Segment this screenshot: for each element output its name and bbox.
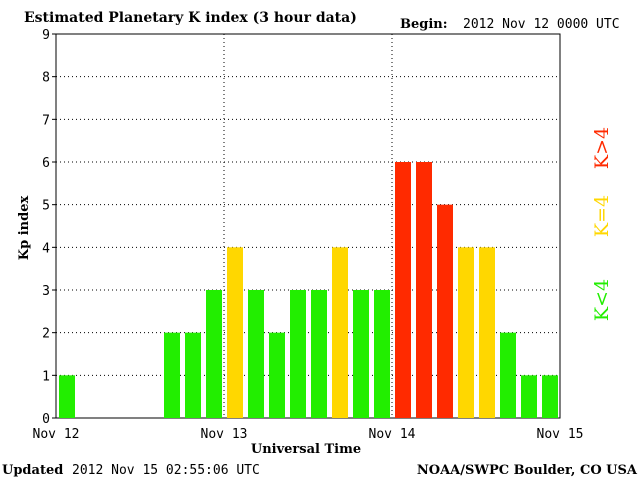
kp-bar (269, 332, 285, 418)
chart-title: Estimated Planetary K index (3 hour data… (24, 10, 357, 26)
kp-bar (437, 204, 453, 418)
kp-bar (374, 290, 390, 418)
x-tick-label: Nov 14 (369, 427, 416, 442)
x-tick-label: Nov 13 (201, 427, 248, 442)
kp-bar (521, 375, 537, 418)
legend-k-above-4: K>4 (591, 127, 613, 169)
x-tick-label: Nov 12 (33, 427, 80, 442)
source-credit: NOAA/SWPC Boulder, CO USA (417, 463, 638, 478)
kp-bar (311, 290, 327, 418)
y-tick-label: 0 (42, 412, 50, 427)
kp-bar (59, 375, 75, 418)
kp-bar (248, 290, 264, 418)
kp-bar (290, 290, 306, 418)
kp-bar (416, 162, 432, 418)
y-tick-label: 4 (42, 241, 50, 256)
kp-bar (500, 332, 516, 418)
y-tick-label: 6 (42, 156, 50, 171)
kp-bar (458, 247, 474, 418)
updated-label: Updated (2, 463, 63, 478)
kp-bar (164, 332, 180, 418)
kp-bar (479, 247, 495, 418)
y-axis-title: Kp index (17, 196, 32, 261)
y-tick-label: 2 (42, 327, 50, 342)
kp-bar (206, 290, 222, 418)
y-tick-label: 5 (42, 199, 50, 214)
kp-bar (227, 247, 243, 418)
plot-area: 0 1 2 3 4 5 6 7 8 9 Nov 12 Nov 13 Nov 14 Nov 15 (33, 28, 584, 442)
plot-frame (55, 33, 561, 419)
legend-k-below-4: K<4 (591, 279, 613, 321)
x-axis-title: Universal Time (251, 442, 361, 457)
y-tick-label: 1 (42, 369, 50, 384)
kp-bar (332, 247, 348, 418)
y-tick-label: 8 (42, 71, 50, 86)
y-tick-label: 3 (42, 284, 50, 299)
kp-bar (542, 375, 558, 418)
y-tick-label: 9 (42, 28, 50, 43)
x-tick-label: Nov 15 (537, 427, 584, 442)
kp-bar (185, 332, 201, 418)
begin-value: 2012 Nov 12 0000 UTC (463, 17, 620, 32)
begin-label: Begin: (400, 17, 448, 32)
y-tick-label: 7 (42, 113, 50, 128)
kp-bar (353, 290, 369, 418)
updated-value: 2012 Nov 15 02:55:06 UTC (72, 463, 260, 478)
legend-k-equal-4: K=4 (591, 195, 613, 237)
kp-bar (395, 162, 411, 418)
